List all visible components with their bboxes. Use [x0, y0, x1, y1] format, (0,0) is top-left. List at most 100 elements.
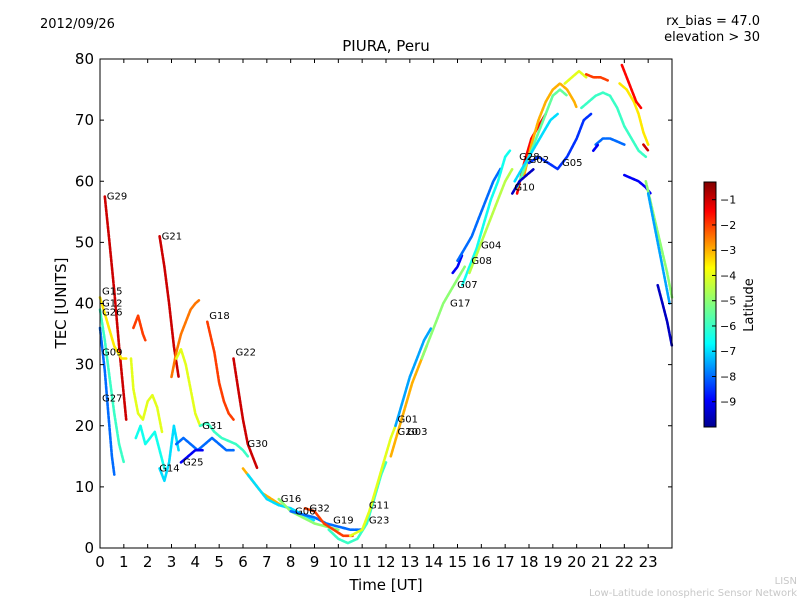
satellite-label: G19 [333, 516, 353, 527]
satellite-label: G31 [202, 421, 222, 432]
tec-track-6 [132, 314, 147, 342]
satellite-label: G04 [481, 240, 501, 251]
tec-track-39 [580, 91, 648, 159]
colorbar-tick-label: −9 [720, 396, 736, 409]
series-layer [98, 63, 674, 545]
x-tick-label: 8 [286, 553, 296, 571]
x-tick-label: 23 [639, 553, 658, 571]
satellite-label: G08 [471, 256, 491, 267]
colorbar-label: Latitude [742, 278, 757, 332]
x-tick-label: 2 [143, 553, 153, 571]
tec-track-1 [103, 195, 128, 421]
tec-track-7 [129, 357, 164, 434]
tec-track-48 [642, 143, 650, 152]
x-tick-label: 9 [310, 553, 320, 571]
colorbar-tick-label: −6 [720, 320, 736, 333]
tec-track-25 [394, 326, 433, 428]
satellite-label: G32 [309, 503, 329, 514]
x-tick-label: 14 [424, 553, 443, 571]
x-tick-label: 5 [214, 553, 224, 571]
satellite-label: G15 [102, 286, 122, 297]
satellite-label: G27 [102, 393, 122, 404]
x-axis-label: Time [UT] [348, 576, 422, 594]
tec-track-28 [456, 167, 502, 263]
x-tick-label: 6 [238, 553, 248, 571]
tec-track-44 [591, 143, 600, 152]
x-tick-label: 4 [191, 553, 201, 571]
x-axis: 0 1 2 3 4 5 6 7 8 9 10 11 12 13 14 15 16 17 18 19 20 21 22 23 [95, 59, 658, 571]
y-tick-label: 80 [75, 50, 94, 68]
credit-long: Low-Latitude Ionospheric Sensor Network [589, 588, 797, 599]
tec-track-11 [175, 347, 202, 428]
x-tick-label: 13 [400, 553, 419, 571]
satellite-label: G30 [247, 439, 267, 450]
y-axis-label: TEC [UNITS] [52, 258, 70, 350]
tec-track-8 [134, 424, 166, 470]
tec-track-12 [206, 320, 235, 421]
satellite-label: G26 [102, 308, 122, 319]
colorbar-ticks: −1 −2 −3 −4 −5 −6 −7 −8 −9 [712, 194, 736, 409]
x-tick-label: 19 [543, 553, 562, 571]
tec-track-14 [175, 436, 235, 452]
satellite-label: G21 [162, 231, 182, 242]
satellite-label: G22 [235, 347, 255, 358]
tec-track-42 [594, 137, 626, 146]
satellite-label: G12 [102, 299, 122, 310]
tec-track-16 [179, 448, 204, 464]
colorbar-tick-label: −5 [720, 295, 736, 308]
satellite-label: G20 [398, 427, 418, 438]
colorbar-tick-label: −2 [720, 219, 736, 232]
tec-track-9 [158, 424, 180, 483]
y-tick-label: 30 [75, 356, 94, 374]
satellite-label: G02 [529, 155, 549, 166]
satellite-label: G17 [450, 299, 470, 310]
tec-track-33 [515, 88, 569, 189]
colorbar [703, 181, 717, 428]
x-tick-label: 7 [262, 553, 272, 571]
y-tick-label: 70 [75, 111, 94, 129]
tec-track-23 [348, 424, 397, 538]
x-tick-label: 0 [95, 553, 105, 571]
tec-track-38 [584, 73, 610, 82]
y-tick-label: 50 [75, 233, 94, 251]
y-tick-label: 60 [75, 172, 94, 190]
x-tick-label: 1 [119, 553, 129, 571]
tec-track-24 [389, 344, 428, 458]
x-tick-label: 12 [376, 553, 395, 571]
y-tick-label: 20 [75, 417, 94, 435]
tec-track-36 [527, 112, 593, 171]
satellite-label: G03 [407, 427, 427, 438]
x-tick-label: 3 [167, 553, 177, 571]
colorbar-tick-label: −8 [720, 370, 736, 383]
satellite-label: G06 [295, 506, 315, 517]
x-tick-label: 10 [329, 553, 348, 571]
x-tick-label: 11 [353, 553, 372, 571]
tec-track-34 [513, 112, 559, 183]
chart-title: PIURA, Peru [342, 37, 430, 55]
satellite-label: G01 [398, 415, 418, 426]
satellite-label: G05 [562, 158, 582, 169]
tec-track-20 [289, 509, 364, 532]
tec-track-5 [98, 326, 116, 476]
satellite-label: G11 [369, 500, 389, 511]
satellite-label: G10 [514, 182, 534, 193]
satellite-label: G28 [519, 152, 539, 163]
colorbar-tick-label: −4 [720, 269, 736, 282]
x-tick-label: 20 [567, 553, 586, 571]
tec-track-41 [620, 63, 643, 110]
date-label: 2012/09/26 [40, 17, 115, 32]
satellite-label: G07 [457, 280, 477, 291]
x-tick-label: 17 [496, 553, 515, 571]
tec-track-29 [460, 149, 512, 287]
x-tick-label: 18 [519, 553, 538, 571]
plot-frame [99, 58, 673, 549]
tec-track-46 [646, 192, 671, 305]
tec-track-4 [98, 308, 126, 464]
elevation-label: elevation > 30 [664, 30, 760, 45]
satellite-label: G09 [102, 347, 122, 358]
colorbar-tick-label: −3 [720, 244, 736, 257]
tec-track-10 [170, 299, 201, 379]
satellite-label: G16 [281, 494, 301, 505]
y-tick-label: 10 [75, 478, 94, 496]
